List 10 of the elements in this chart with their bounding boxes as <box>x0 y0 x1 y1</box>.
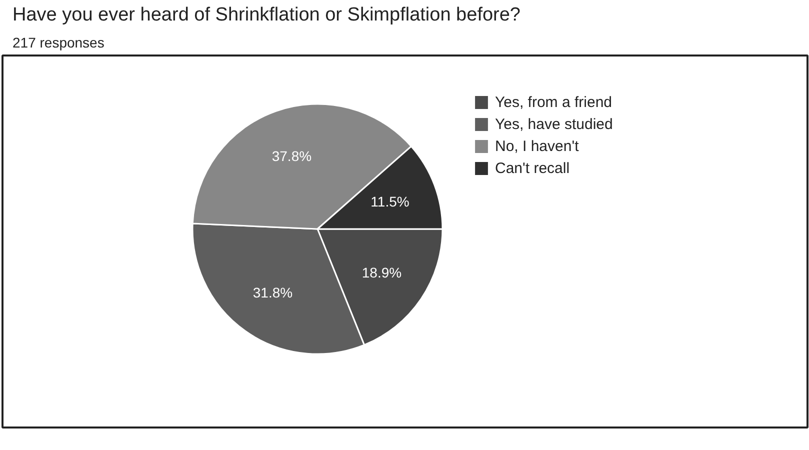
data-label: 31.8% <box>252 284 293 300</box>
legend-label: Yes, have studied <box>495 116 613 132</box>
legend-label: No, I haven't <box>495 138 579 154</box>
data-label: 11.5% <box>370 194 410 210</box>
chart-title: Have you ever heard of Shrinkflation or Skimpflation before? <box>12 4 520 26</box>
legend-label: Yes, from a friend <box>495 94 612 110</box>
data-label: 37.8% <box>272 148 312 164</box>
data-label: 18.9% <box>362 264 402 280</box>
text: 217 responses <box>12 34 104 50</box>
legend-label: Can't recall <box>495 160 570 176</box>
